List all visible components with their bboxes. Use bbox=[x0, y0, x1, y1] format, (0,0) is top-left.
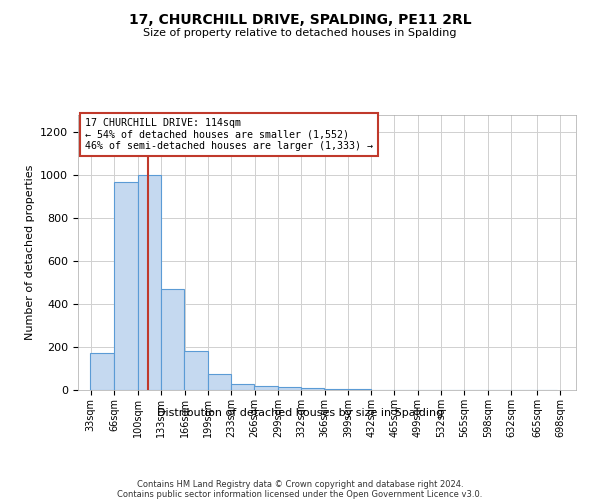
Text: 17, CHURCHILL DRIVE, SPALDING, PE11 2RL: 17, CHURCHILL DRIVE, SPALDING, PE11 2RL bbox=[128, 12, 472, 26]
Y-axis label: Number of detached properties: Number of detached properties bbox=[25, 165, 35, 340]
Bar bbox=[254, 386, 278, 390]
Text: 17 CHURCHILL DRIVE: 114sqm
← 54% of detached houses are smaller (1,552)
46% of s: 17 CHURCHILL DRIVE: 114sqm ← 54% of deta… bbox=[85, 118, 373, 151]
Bar bbox=[208, 374, 231, 390]
Bar bbox=[137, 175, 161, 390]
Text: Contains HM Land Registry data © Crown copyright and database right 2024.
Contai: Contains HM Land Registry data © Crown c… bbox=[118, 480, 482, 500]
Bar bbox=[324, 389, 347, 390]
Bar bbox=[278, 387, 301, 390]
Bar bbox=[91, 354, 113, 390]
Bar bbox=[231, 384, 254, 390]
Bar bbox=[301, 388, 324, 390]
Bar bbox=[115, 182, 137, 390]
Bar bbox=[184, 352, 208, 390]
Bar bbox=[161, 289, 184, 390]
Text: Distribution of detached houses by size in Spalding: Distribution of detached houses by size … bbox=[157, 408, 443, 418]
Text: Size of property relative to detached houses in Spalding: Size of property relative to detached ho… bbox=[143, 28, 457, 38]
